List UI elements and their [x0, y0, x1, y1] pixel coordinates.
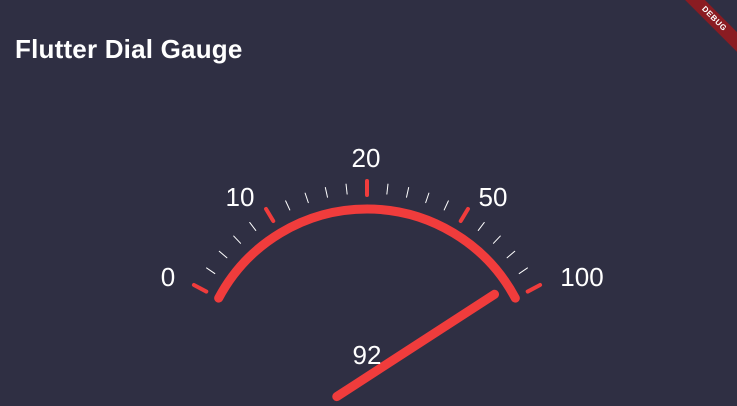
gauge-minor-tick — [477, 221, 485, 231]
gauge-minor-tick — [492, 235, 501, 244]
gauge-minor-tick — [443, 200, 449, 211]
app-title: Flutter Dial Gauge — [15, 34, 243, 64]
gauge-minor-tick — [206, 267, 216, 275]
gauge-needle — [332, 289, 500, 402]
gauge-minor-tick — [304, 192, 309, 204]
gauge-arc — [214, 204, 520, 303]
gauge-minor-tick — [506, 250, 516, 259]
gauge-minor-tick — [218, 250, 228, 259]
gauge-minor-tick — [425, 192, 430, 204]
gauge-scale-label: 50 — [478, 182, 508, 212]
gauge-scale-label: 100 — [560, 262, 604, 292]
gauge-minor-tick — [324, 187, 328, 198]
gauge-minor-tick — [249, 221, 257, 231]
gauge-minor-tick — [285, 200, 291, 211]
gauge-major-tick — [191, 282, 209, 294]
gauge-minor-tick — [386, 183, 389, 195]
gauge-major-tick — [458, 206, 470, 223]
gauge-major-tick — [525, 282, 543, 294]
gauge-minor-tick — [406, 187, 410, 198]
gauge-scale-label: 10 — [225, 182, 255, 212]
gauge-major-tick — [264, 206, 276, 223]
gauge-value-readout: 92 — [352, 340, 382, 370]
gauge-scale-label: 0 — [160, 262, 176, 292]
gauge-minor-tick — [518, 267, 528, 275]
gauge-minor-tick — [233, 235, 242, 244]
gauge-minor-tick — [345, 183, 348, 195]
gauge-scale-label: 20 — [351, 143, 381, 173]
